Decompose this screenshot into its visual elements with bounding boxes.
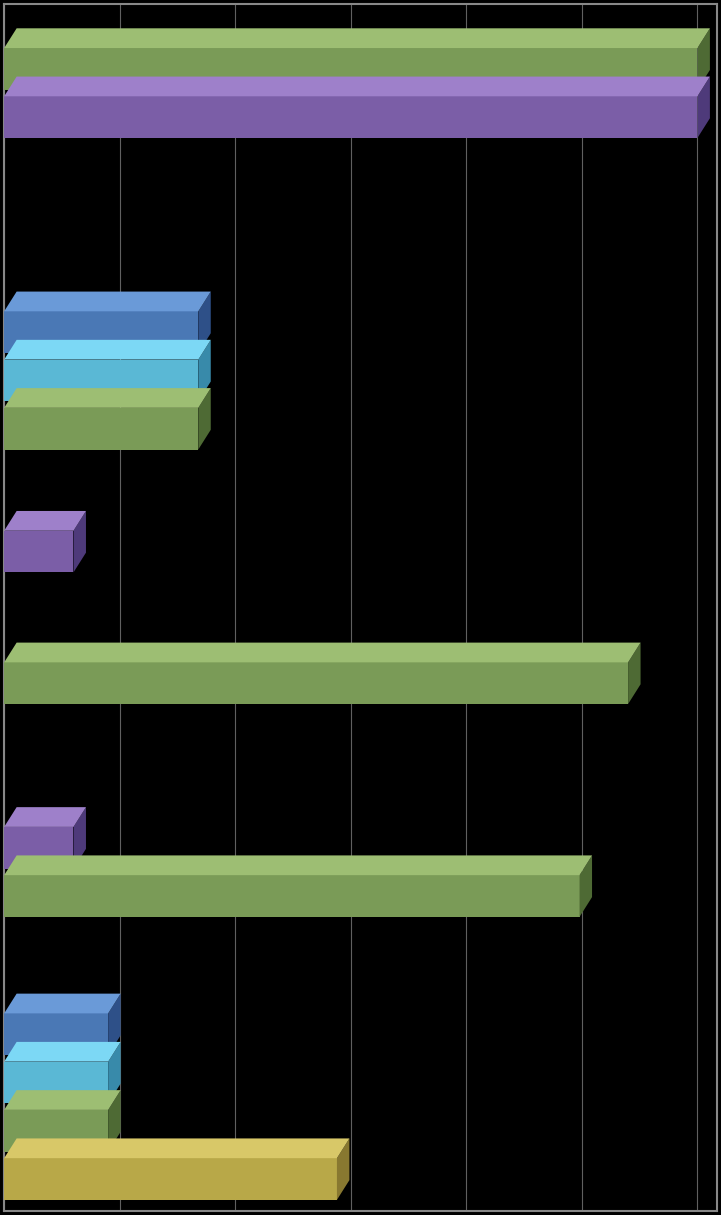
Bar — [4, 311, 198, 354]
Bar — [4, 662, 628, 703]
Polygon shape — [4, 1138, 350, 1158]
Bar — [4, 96, 697, 139]
Polygon shape — [4, 807, 86, 827]
Polygon shape — [4, 28, 710, 49]
Polygon shape — [337, 1138, 350, 1200]
Bar — [4, 1062, 108, 1103]
Bar — [4, 1013, 108, 1055]
Polygon shape — [74, 512, 86, 572]
Polygon shape — [4, 1042, 120, 1062]
Polygon shape — [4, 77, 710, 96]
Bar — [4, 49, 697, 90]
Polygon shape — [4, 1090, 120, 1111]
Polygon shape — [697, 28, 710, 90]
Polygon shape — [697, 77, 710, 139]
Polygon shape — [74, 807, 86, 869]
Polygon shape — [108, 994, 120, 1055]
Bar — [4, 875, 580, 917]
Polygon shape — [580, 855, 592, 917]
Polygon shape — [4, 643, 640, 662]
Polygon shape — [4, 292, 211, 311]
Polygon shape — [108, 1042, 120, 1103]
Polygon shape — [4, 512, 86, 531]
Bar — [4, 827, 74, 869]
Polygon shape — [4, 855, 592, 875]
Polygon shape — [4, 388, 211, 408]
Bar — [4, 531, 74, 572]
Bar — [4, 408, 198, 450]
Bar — [4, 360, 198, 401]
Polygon shape — [628, 643, 640, 703]
Polygon shape — [198, 388, 211, 450]
Polygon shape — [4, 340, 211, 360]
Polygon shape — [198, 292, 211, 354]
Polygon shape — [4, 994, 120, 1013]
Polygon shape — [198, 340, 211, 401]
Bar — [4, 1158, 337, 1200]
Bar — [4, 1111, 108, 1152]
Polygon shape — [108, 1090, 120, 1152]
